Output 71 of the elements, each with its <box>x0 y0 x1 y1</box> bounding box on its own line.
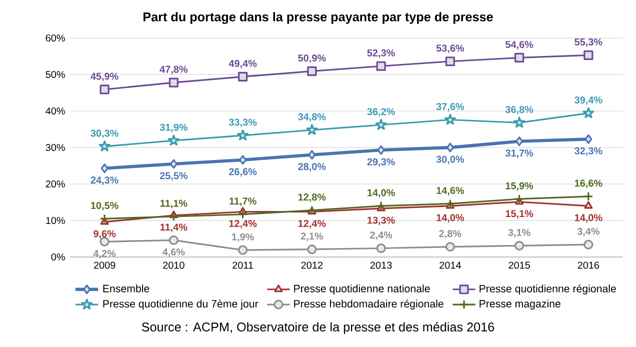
legend-label: Ensemble <box>103 284 150 292</box>
data-label: 2,1% <box>300 232 324 242</box>
y-tick-label: 30% <box>46 144 65 152</box>
data-label: 32,3% <box>574 147 602 156</box>
data-label: 55,3% <box>574 38 602 47</box>
data-label: 47,8% <box>160 66 188 74</box>
data-label: 15,1% <box>506 210 534 219</box>
y-tick-label: 0% <box>51 253 65 261</box>
data-label: 2,8% <box>439 230 462 239</box>
data-label: 14,6% <box>436 186 464 196</box>
data-label: 12,4% <box>298 220 326 228</box>
data-label: 16,6% <box>574 180 602 188</box>
x-tick-label: 2009 <box>94 262 116 269</box>
legend-label: Presse magazine <box>480 300 560 310</box>
data-label: 12,8% <box>298 194 326 202</box>
data-label: 26,6% <box>229 168 257 177</box>
data-label: 28,0% <box>298 163 326 172</box>
data-label: 14,0% <box>436 214 464 223</box>
data-label: 37,6% <box>436 103 464 112</box>
data-label: 50,9% <box>298 54 326 63</box>
data-label: 33,3% <box>228 118 257 128</box>
data-label: 3,1% <box>508 228 530 238</box>
data-label: 10,5% <box>91 202 118 210</box>
data-label: 3,4% <box>577 228 600 236</box>
source-note: Source : ACPM, Observatoire de la presse et des médias 2016 <box>142 322 494 334</box>
legend-label: Presse hebdomadaire régionale <box>294 300 444 310</box>
data-label: 30,3% <box>90 130 118 138</box>
data-label: 24,3% <box>90 176 118 186</box>
data-label: 31,9% <box>160 124 188 132</box>
data-label: 34,8% <box>298 113 326 122</box>
data-label: 4,6% <box>162 248 185 257</box>
y-tick-label: 20% <box>46 180 65 188</box>
data-label: 14,0% <box>368 189 395 198</box>
y-tick-label: 60% <box>46 34 65 42</box>
data-label: 11,4% <box>160 224 188 232</box>
x-tick-label: 2014 <box>440 262 461 269</box>
data-label: 25,5% <box>160 172 188 181</box>
data-label: 11,7% <box>230 198 256 206</box>
x-tick-label: 2011 <box>232 262 254 269</box>
data-label: 9,6% <box>94 230 116 239</box>
data-label: 36,8% <box>505 106 534 114</box>
data-label: 49,4% <box>228 60 257 68</box>
data-label: 31,7% <box>505 150 534 158</box>
data-label: 52,3% <box>367 49 395 58</box>
data-label: 36,2% <box>367 108 395 117</box>
data-label: 11,1% <box>160 200 188 208</box>
y-tick-label: 50% <box>46 70 65 78</box>
y-tick-label: 40% <box>46 107 65 115</box>
data-label: 12,4% <box>229 220 257 228</box>
data-label: 13,3% <box>368 216 395 226</box>
x-tick-label: 2012 <box>301 262 323 269</box>
x-tick-label: 2010 <box>163 262 184 269</box>
data-label: 1,9% <box>232 233 254 242</box>
data-label: 30,0% <box>436 156 464 164</box>
chart-title: Part du portage dans la presse payante par type de presse <box>144 12 493 24</box>
data-label: 14,0% <box>574 214 602 223</box>
data-label: 2,4% <box>370 232 392 240</box>
x-tick-label: 2015 <box>508 262 530 269</box>
data-label: 45,9% <box>90 72 118 82</box>
data-label: 15,9% <box>506 182 534 191</box>
data-label: 39,4% <box>574 96 602 105</box>
x-tick-label: 2013 <box>370 262 392 269</box>
legend-label: Presse quotidienne régionale <box>480 284 616 295</box>
x-tick-label: 2016 <box>578 262 600 269</box>
legend-label: Presse quotidienne nationale <box>294 284 430 294</box>
legend-label: Presse quotidienne du 7ème jour <box>103 300 258 310</box>
data-label: 53,6% <box>436 44 464 54</box>
data-label: 4,2% <box>93 250 116 258</box>
data-label: 29,3% <box>367 158 395 167</box>
data-label: 54,6% <box>505 40 534 50</box>
y-tick-label: 10% <box>46 216 65 224</box>
